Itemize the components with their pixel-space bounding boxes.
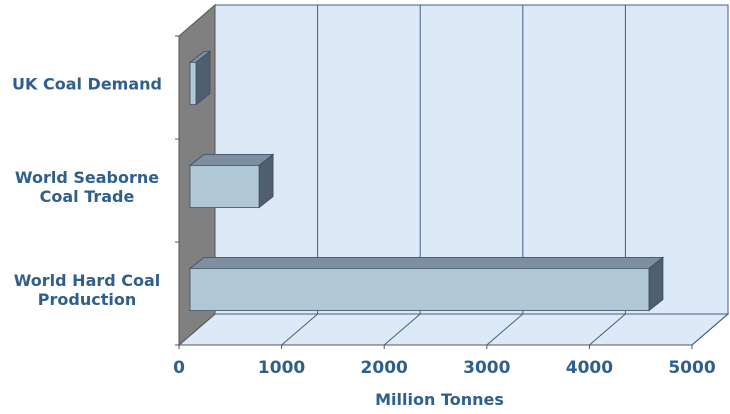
floor-gridline xyxy=(383,313,421,346)
floor xyxy=(177,313,730,346)
x-tick-label: 4000 xyxy=(566,358,613,378)
floor-gridline xyxy=(589,313,626,346)
bar xyxy=(189,267,650,312)
x-axis-title: Million Tonnes xyxy=(375,390,504,409)
floor-gridline xyxy=(486,313,524,346)
x-tick-label: 5000 xyxy=(668,358,715,378)
labels: 0 1000 2000 3000 4000 5000 UK Coal Demand World… xyxy=(12,75,716,410)
floor-gridline xyxy=(691,313,729,346)
bars xyxy=(188,50,665,312)
floor-gridline xyxy=(281,313,318,346)
x-tick-label: 0 xyxy=(173,358,185,378)
category-label-line: World Hard Coal xyxy=(14,271,161,290)
category-label-line: World Seaborne xyxy=(15,168,159,187)
x-tick-label: 2000 xyxy=(361,358,408,378)
axes xyxy=(175,35,693,349)
category-label: World Seaborne Coal Trade xyxy=(15,168,159,206)
x-tick-label: 3000 xyxy=(463,358,510,378)
bar xyxy=(189,61,197,106)
category-label: World Hard Coal Production xyxy=(14,271,161,309)
category-label-line: Production xyxy=(38,290,136,309)
category-label: UK Coal Demand xyxy=(12,75,162,94)
category-label-line: Coal Trade xyxy=(40,187,135,206)
bar xyxy=(189,164,260,209)
x-tick-label: 1000 xyxy=(258,358,305,378)
bar-top xyxy=(188,256,665,269)
category-label-line: UK Coal Demand xyxy=(12,75,162,94)
